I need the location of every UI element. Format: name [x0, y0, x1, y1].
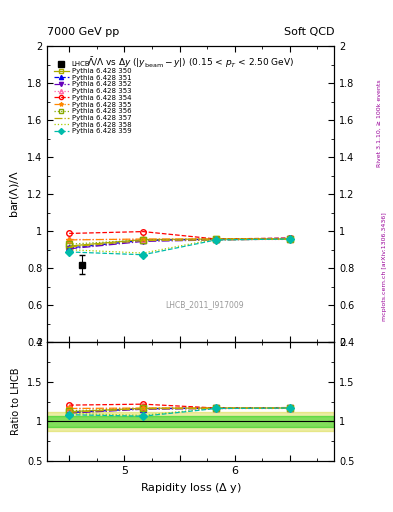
Text: mcplots.cern.ch [arXiv:1306.3436]: mcplots.cern.ch [arXiv:1306.3436] — [382, 212, 387, 321]
X-axis label: Rapidity loss ($\Delta$ y): Rapidity loss ($\Delta$ y) — [140, 481, 242, 495]
Text: LHCB_2011_I917009: LHCB_2011_I917009 — [165, 300, 244, 309]
Text: 7000 GeV pp: 7000 GeV pp — [47, 27, 119, 37]
Bar — [47, 416, 334, 427]
Bar — [47, 412, 334, 431]
Text: Soft QCD: Soft QCD — [284, 27, 334, 37]
Y-axis label: bar($\Lambda$)/$\Lambda$: bar($\Lambda$)/$\Lambda$ — [8, 170, 21, 218]
Text: Rivet 3.1.10, ≥ 100k events: Rivet 3.1.10, ≥ 100k events — [377, 79, 382, 167]
Legend: LHCB, Pythia 6.428 350, Pythia 6.428 351, Pythia 6.428 352, Pythia 6.428 353, Py: LHCB, Pythia 6.428 350, Pythia 6.428 351… — [53, 61, 131, 134]
Text: $\bar{\Lambda}/\Lambda$ vs $\Delta y$ ($|y_\mathrm{beam}-y|$) (0.15 < $p_T$ < 2.: $\bar{\Lambda}/\Lambda$ vs $\Delta y$ ($… — [87, 55, 294, 70]
Y-axis label: Ratio to LHCB: Ratio to LHCB — [11, 368, 21, 435]
